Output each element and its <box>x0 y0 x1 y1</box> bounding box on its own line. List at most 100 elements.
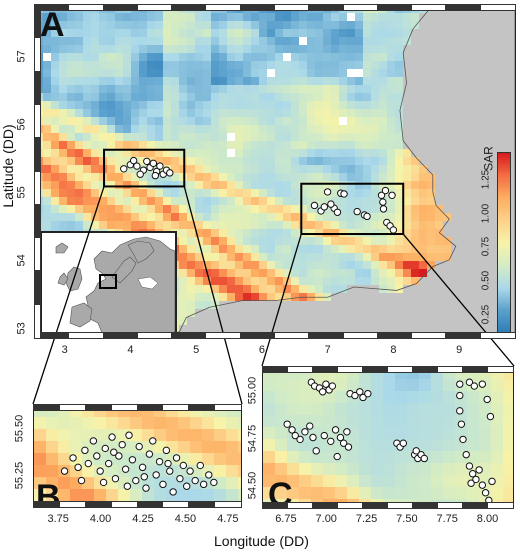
station-marker <box>327 437 335 446</box>
x-tick-label: 7.25 <box>355 513 378 525</box>
frame-tick-bar <box>376 332 414 339</box>
station-marker <box>145 450 154 458</box>
frame-tick-bar <box>337 502 364 509</box>
frame-tick-bar <box>171 332 208 339</box>
station-marker <box>481 489 490 497</box>
frame-tick-bar <box>102 332 139 339</box>
frame-tick-bar <box>445 332 482 339</box>
frame-tick-bar <box>162 501 191 508</box>
frame-tick-bar <box>487 502 514 509</box>
station-marker <box>472 475 480 484</box>
frame-tick-bar <box>68 332 105 339</box>
station-marker <box>99 478 108 487</box>
station-marker <box>81 446 89 455</box>
station-marker <box>118 440 126 449</box>
europe-inset-map <box>40 231 177 335</box>
frame-tick-bar <box>262 502 289 509</box>
station-marker <box>69 454 77 462</box>
station-marker <box>156 162 164 170</box>
x-tick-label: 7 <box>324 344 331 356</box>
station-marker <box>291 431 299 440</box>
frame-tick-bar <box>68 4 105 11</box>
frame-tick-bar <box>205 332 242 339</box>
frame-tick-bar <box>58 404 87 411</box>
frame-tick-bar <box>136 4 174 11</box>
station-marker <box>164 459 172 468</box>
station-marker <box>123 482 132 490</box>
station-marker <box>456 407 464 415</box>
x-tick-label: 4.50 <box>174 513 197 525</box>
y-tick-label: 55.25 <box>13 461 26 490</box>
station-marker <box>155 457 164 466</box>
frame-tick-bar <box>102 4 139 11</box>
station-marker <box>320 203 329 211</box>
station-marker <box>183 482 191 490</box>
panel-b-sar-raster <box>34 405 241 507</box>
station-marker <box>151 171 160 180</box>
frame-tick-bar <box>188 404 217 411</box>
x-tick-label: 8.00 <box>476 513 499 525</box>
station-marker <box>343 428 351 436</box>
frame-tick-bar <box>136 332 174 339</box>
station-marker <box>478 481 487 489</box>
frame-tick-bar <box>287 366 314 373</box>
panel-b-letter: B <box>36 478 61 516</box>
station-marker <box>351 391 359 400</box>
station-marker <box>379 198 387 206</box>
frame-tick-bar <box>205 4 242 11</box>
station-marker <box>306 422 314 430</box>
station-marker <box>301 428 309 436</box>
frame-tick-bar <box>34 170 41 206</box>
frame-tick-bar <box>34 37 41 73</box>
station-marker <box>356 388 364 396</box>
panel-a-letter: A <box>40 6 65 44</box>
frame-tick-bar <box>462 366 489 373</box>
station-marker <box>327 200 335 208</box>
station-marker <box>320 431 328 440</box>
frame-tick-bar <box>34 137 41 173</box>
x-tick-label: 8 <box>390 344 397 356</box>
station-marker <box>125 431 133 439</box>
station-marker <box>176 474 184 483</box>
station-marker <box>363 212 371 221</box>
station-marker <box>353 207 361 216</box>
frame-tick-bar <box>273 332 311 339</box>
station-marker <box>456 380 464 388</box>
x-tick-label: 4.00 <box>89 513 112 525</box>
frame-tick-bar <box>34 237 41 273</box>
x-tick-label: 5 <box>193 344 200 356</box>
zoom-box-c <box>300 182 405 236</box>
station-marker <box>172 454 181 462</box>
station-marker <box>166 169 174 177</box>
station-marker <box>412 447 420 455</box>
station-marker <box>336 433 345 442</box>
station-marker <box>377 191 386 199</box>
station-marker <box>288 426 296 434</box>
station-marker <box>318 388 327 396</box>
y-tick-label: 54.50 <box>246 471 259 500</box>
frame-tick-bar <box>362 502 389 509</box>
frame-tick-bar <box>34 3 41 40</box>
station-marker <box>323 188 332 196</box>
y-tick-label: 54.75 <box>246 424 259 452</box>
frame-tick-bar <box>84 404 113 411</box>
station-marker <box>344 443 353 451</box>
frame-tick-bar <box>487 366 514 373</box>
frame-tick-bar <box>479 332 516 339</box>
x-tick-label: 7.75 <box>436 513 458 525</box>
station-marker <box>486 412 495 421</box>
station-marker <box>322 380 330 388</box>
station-marker <box>359 393 367 402</box>
station-marker <box>340 190 348 198</box>
frame-tick-bar <box>34 203 41 240</box>
connector-line-c-right <box>402 233 515 367</box>
x-tick-label: 6.75 <box>275 513 297 525</box>
frame-tick-bar <box>362 366 389 373</box>
station-marker <box>108 433 116 441</box>
x-tick-label: 4.25 <box>132 513 154 525</box>
frame-tick-bar <box>34 103 41 140</box>
station-marker <box>312 447 320 455</box>
station-marker <box>457 420 466 428</box>
station-marker <box>483 395 491 404</box>
